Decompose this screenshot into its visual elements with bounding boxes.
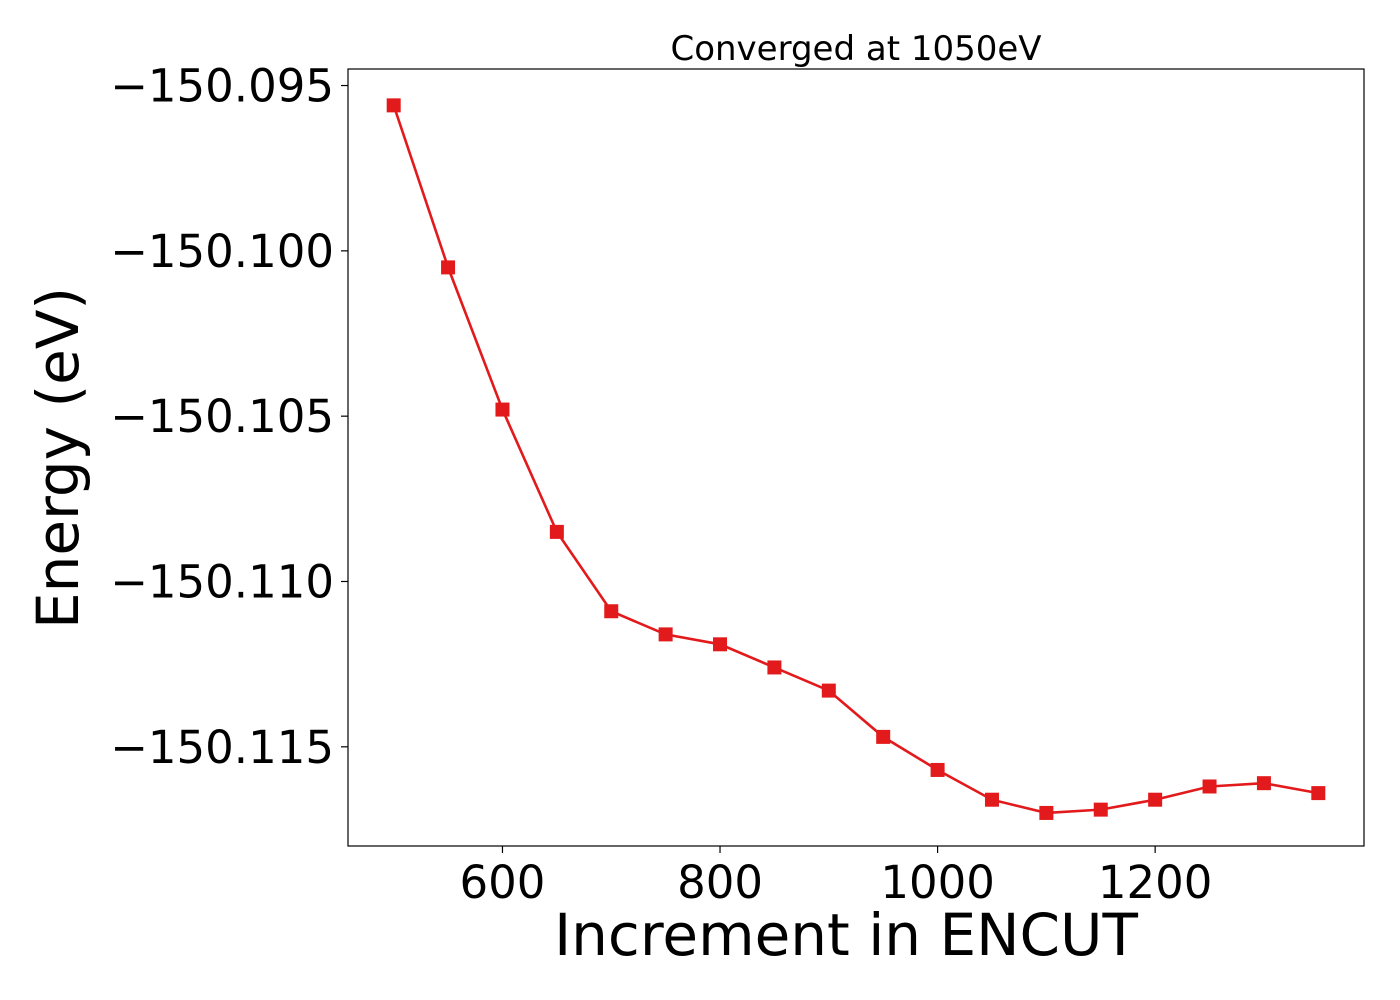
x-tick-label: 1000	[880, 856, 995, 909]
x-axis-label: Increment in ENCUT	[554, 901, 1138, 969]
y-tick-label: −150.095	[110, 60, 334, 113]
data-point	[930, 762, 945, 777]
y-axis-label: Energy (eV)	[24, 287, 92, 629]
chart-title: Converged at 1050eV	[670, 29, 1041, 69]
data-point	[821, 683, 836, 698]
data-point	[1311, 786, 1326, 801]
x-tick-label: 600	[460, 856, 546, 909]
data-point	[386, 98, 401, 113]
data-point	[876, 729, 891, 744]
data-point	[1148, 792, 1163, 807]
y-tick-label: −150.115	[110, 721, 334, 774]
y-tick-label: −150.100	[110, 225, 334, 278]
data-point	[604, 604, 619, 619]
data-point	[549, 524, 564, 539]
y-tick-label: −150.105	[110, 390, 334, 443]
data-point	[713, 637, 728, 652]
data-point	[767, 660, 782, 675]
data-point	[984, 792, 999, 807]
x-tick-label: 800	[677, 856, 763, 909]
data-point	[441, 260, 456, 275]
data-point	[1256, 776, 1271, 791]
axis-ticks: 600 800 1000 1200 −150.095 −150.100 −150.105 −1…	[110, 60, 1212, 909]
x-tick-label: 1200	[1098, 856, 1213, 909]
data-point	[1039, 805, 1054, 820]
data-point	[658, 627, 673, 642]
y-tick-label: −150.110	[110, 555, 334, 608]
plot-frame	[347, 68, 1365, 847]
data-point	[495, 402, 510, 417]
plot-area	[386, 98, 1326, 820]
data-point	[1202, 779, 1217, 794]
series-line	[392, 104, 1319, 815]
data-point	[1093, 802, 1108, 817]
